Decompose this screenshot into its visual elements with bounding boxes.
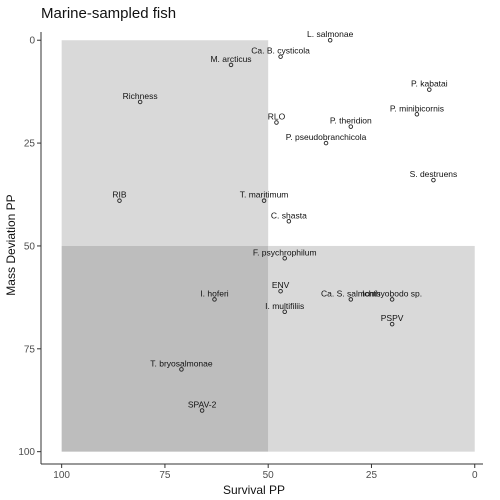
data-point-label: P. theridion bbox=[330, 116, 372, 126]
x-tick-label: 75 bbox=[159, 470, 171, 481]
data-point bbox=[278, 288, 283, 294]
shaded-region-2 bbox=[61, 245, 269, 452]
data-point bbox=[414, 112, 420, 117]
data-point bbox=[278, 54, 283, 59]
data-point bbox=[286, 219, 292, 224]
data-point-label: M. arcticus bbox=[210, 54, 251, 64]
data-point-label: T. maritimum bbox=[240, 190, 289, 200]
data-point-label: Ca. S. salmonis bbox=[321, 288, 381, 298]
y-tick-label: 75 bbox=[24, 344, 36, 355]
x-tick-label: 25 bbox=[366, 470, 378, 481]
data-point-label: RLO bbox=[268, 112, 286, 122]
data-point-label: RIB bbox=[112, 190, 127, 200]
y-tick-label: 25 bbox=[24, 139, 36, 150]
data-point bbox=[327, 37, 333, 43]
shaded-region-1 bbox=[268, 245, 475, 452]
data-point-label: I. hoferi bbox=[200, 288, 228, 298]
data-point bbox=[431, 177, 436, 183]
data-point bbox=[323, 140, 329, 146]
data-point-label: ENV bbox=[272, 280, 290, 290]
data-point bbox=[389, 297, 395, 302]
x-axis-title: Survival PP bbox=[223, 483, 285, 497]
data-point-label: I. multifiliis bbox=[265, 301, 304, 311]
data-point bbox=[348, 297, 354, 302]
data-point-label: PSPV bbox=[381, 313, 404, 323]
data-point-label: L. salmonae bbox=[307, 29, 354, 39]
data-point bbox=[427, 87, 432, 92]
data-point-label: S. destruens bbox=[410, 169, 458, 179]
data-point-label: P. minibicornis bbox=[390, 103, 444, 113]
data-points bbox=[117, 37, 436, 413]
data-point-label: Richness bbox=[123, 91, 158, 101]
data-point bbox=[389, 321, 395, 327]
data-point-label: C. shasta bbox=[271, 210, 307, 220]
data-point-label: Ichthyobodo sp. bbox=[362, 288, 422, 298]
y-tick-label: 100 bbox=[18, 447, 35, 458]
y-tick-label: 0 bbox=[29, 36, 35, 47]
data-point-label: F. psychrophilum bbox=[253, 247, 317, 257]
x-tick-label: 100 bbox=[53, 470, 70, 481]
y-axis-title: Mass Deviation PP bbox=[4, 194, 18, 295]
data-point-label: P. kabatai bbox=[411, 79, 448, 89]
x-tick-label: 0 bbox=[472, 470, 478, 481]
data-point-label: P. pseudobranchicola bbox=[286, 132, 367, 142]
data-point-label: SPAV-2 bbox=[188, 400, 217, 410]
shaded-region-0 bbox=[61, 40, 269, 246]
data-point-label: Ca. B. cysticola bbox=[251, 46, 310, 56]
x-tick-label: 50 bbox=[263, 470, 275, 481]
data-point bbox=[261, 198, 267, 203]
chart-title: Marine-sampled fish bbox=[41, 5, 176, 22]
shaded-regions bbox=[61, 40, 475, 452]
data-point bbox=[228, 62, 234, 68]
data-point bbox=[348, 124, 354, 129]
data-point bbox=[179, 367, 184, 372]
data-point bbox=[274, 120, 279, 125]
data-point bbox=[117, 198, 122, 203]
data-point bbox=[199, 408, 205, 413]
data-point bbox=[212, 297, 217, 302]
data-point bbox=[137, 99, 143, 105]
y-tick-label: 50 bbox=[24, 241, 36, 252]
data-point bbox=[282, 309, 287, 315]
data-point bbox=[282, 256, 287, 261]
axes: 100 75 50 25 0 0 25 50 75 100 bbox=[18, 32, 483, 481]
data-point-label: T. bryosalmonae bbox=[150, 358, 213, 368]
